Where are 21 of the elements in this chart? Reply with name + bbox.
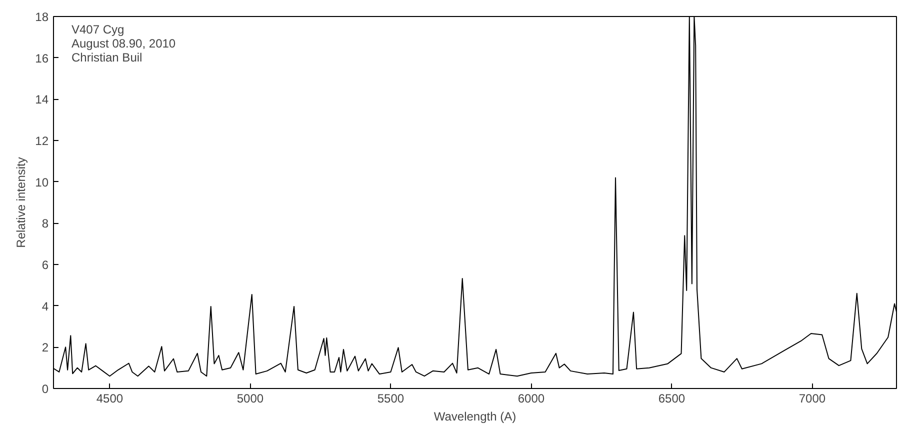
- y-tick-label: 10: [35, 175, 49, 190]
- annotation: August 08.90, 2010: [72, 36, 176, 50]
- annotation: Christian Buil: [72, 50, 142, 64]
- x-tick-label: 6000: [518, 392, 545, 406]
- y-tick-label: 14: [35, 92, 49, 107]
- y-tick-label: 4: [42, 299, 49, 314]
- y-tick-label: 16: [35, 51, 49, 66]
- x-tick-label: 4500: [96, 392, 124, 406]
- y-tick-label: 12: [35, 134, 49, 148]
- x-tick-label: 7000: [798, 392, 826, 406]
- y-tick-label: 2: [42, 340, 49, 355]
- annotation: V407 Cyg: [72, 22, 124, 36]
- x-axis-title: Wavelength (A): [434, 410, 516, 424]
- y-tick-label: 18: [35, 10, 49, 24]
- x-tick-label: 6500: [658, 392, 686, 406]
- y-tick-label: 0: [42, 382, 49, 396]
- x-tick-label: 5500: [377, 392, 404, 406]
- y-axis-title: Relative intensity: [14, 157, 28, 248]
- x-tick-label: 5000: [236, 392, 264, 406]
- y-tick-label: 8: [42, 216, 49, 231]
- y-tick-label: 6: [42, 258, 49, 272]
